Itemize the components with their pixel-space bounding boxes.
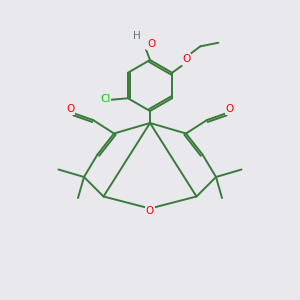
Text: H: H	[133, 31, 141, 41]
Text: O: O	[147, 39, 155, 50]
Text: O: O	[146, 206, 154, 217]
Text: O: O	[182, 54, 190, 64]
Text: Cl: Cl	[100, 94, 111, 104]
Text: O: O	[66, 104, 75, 114]
Text: O: O	[225, 104, 234, 114]
